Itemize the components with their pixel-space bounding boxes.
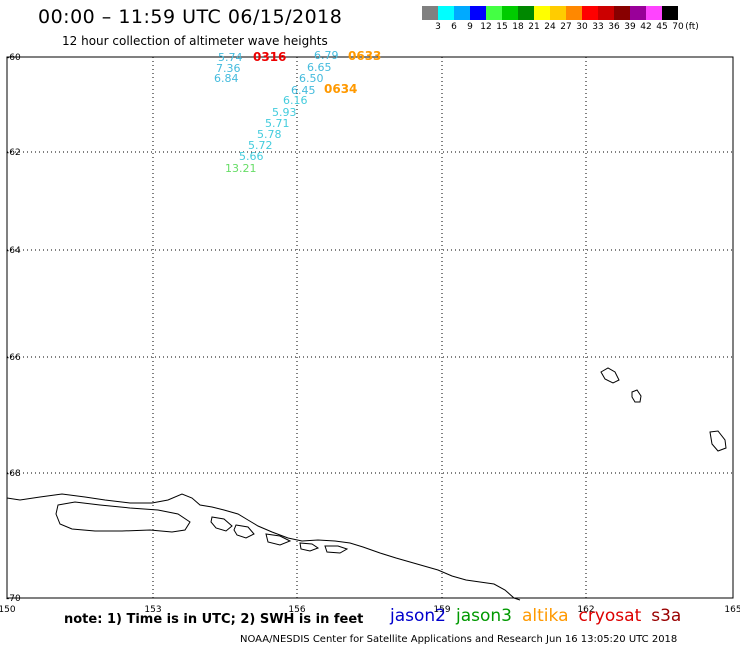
coastline (6, 367, 727, 601)
legend-label: 9 (467, 22, 473, 32)
latitude-label: -66 (6, 353, 21, 363)
wave-height-value: 5.78 (257, 128, 282, 141)
legend-label: 30 (576, 22, 588, 32)
legend-label: 15 (496, 22, 508, 32)
legend-swatch (662, 6, 678, 20)
legend-swatch (566, 6, 582, 20)
map-subtitle: 12 hour collection of altimeter wave hei… (62, 34, 328, 48)
legend-label: 36 (608, 22, 620, 32)
longitude-label: 162 (577, 605, 594, 615)
units-note: note: 1) Time is in UTC; 2) SWH is in fe… (64, 612, 364, 627)
altimeter-track: 5.74 6.79 7.36 6.65 6.84 6.506.456.165.935.71… (214, 49, 381, 175)
legend-swatch (614, 6, 630, 20)
color-legend: 3 6 9 12 15 18 21 24 27 30 33 36 39 42 45 70 (ft) (422, 6, 699, 34)
wave-height-value: 5.72 (248, 139, 273, 152)
wave-height-value: 13.21 (225, 162, 257, 175)
legend-unit: (ft) (685, 22, 699, 32)
longitude-label: 159 (433, 605, 450, 615)
legend-swatch (550, 6, 566, 20)
legend-swatch (582, 6, 598, 20)
legend-swatch (470, 6, 486, 20)
latitude-label: -64 (6, 246, 21, 256)
wave-height-value: 6.79 (314, 49, 339, 62)
pass-time-label: 0316 (253, 50, 286, 64)
wave-height-value: 5.74 (218, 51, 243, 64)
legend-label: 42 (640, 22, 652, 32)
legend-label: 39 (624, 22, 636, 32)
legend-label: 70 (672, 22, 684, 32)
latitude-label: -68 (6, 469, 21, 479)
longitude-label: 153 (144, 605, 161, 615)
satellite-s3a: s3a (651, 606, 682, 626)
satellite-altika: altika (522, 606, 569, 626)
legend-swatch (598, 6, 614, 20)
wave-height-value: 6.50 (299, 72, 324, 85)
coastal-ice-shelf (55, 501, 191, 533)
legend-swatch (518, 6, 534, 20)
legend-label: 3 (435, 22, 441, 32)
antarctic-coastline (6, 493, 521, 601)
legend-label: 18 (512, 22, 524, 32)
map-title: 00:00 – 11:59 UTC 06/15/2018 (38, 6, 343, 28)
longitude-label: 156 (288, 605, 305, 615)
legend-swatch (438, 6, 454, 20)
legend-swatches (422, 6, 678, 20)
wave-height-value: 6.16 (283, 94, 308, 107)
wave-height-value: 5.71 (265, 117, 290, 130)
credit-line: NOAA/NESDIS Center for Satellite Applica… (240, 634, 678, 645)
legend-swatch (454, 6, 470, 20)
legend-swatch (502, 6, 518, 20)
pass-time-label: 0634 (324, 82, 357, 96)
longitude-label: 150 (0, 605, 16, 615)
wave-height-value: 5.66 (239, 150, 264, 163)
wave-height-value: 6.45 (291, 84, 316, 97)
balleny-island-1 (600, 367, 620, 384)
legend-labels: 3 6 9 12 15 18 21 24 27 30 33 36 39 42 45 70 (ft) (422, 20, 699, 34)
latitude-label: -60 (6, 53, 21, 63)
legend-swatch (486, 6, 502, 20)
legend-label: 6 (451, 22, 457, 32)
coastal-island-2 (233, 524, 255, 539)
wave-height-value: 7.36 (216, 62, 241, 75)
satellite-jason3: jason3 (456, 606, 512, 626)
legend-swatch (630, 6, 646, 20)
legend-swatch (422, 6, 438, 20)
wave-height-value: 6.65 (307, 61, 332, 74)
longitude-label: 165 (724, 605, 740, 615)
wave-height-value: 6.84 (214, 72, 239, 85)
graticule (6, 56, 734, 599)
legend-label: 27 (560, 22, 572, 32)
latitude-label: -70 (6, 594, 21, 604)
legend-label: 33 (592, 22, 604, 32)
axis-labels: 150 153 156 159 162 165 -60 -62 -64 -66 -68 -70 (0, 53, 740, 615)
coastal-island-1 (210, 516, 233, 532)
satellite-key: jason2 jason3 altika cryosat s3a (390, 606, 691, 626)
latitude-label: -62 (6, 148, 21, 158)
legend-label: 24 (544, 22, 556, 32)
wave-height-value: 5.93 (272, 106, 297, 119)
legend-label: 21 (528, 22, 540, 32)
coastal-island-3 (265, 533, 292, 546)
legend-label: 12 (480, 22, 492, 32)
coastal-island-5 (324, 545, 349, 554)
balleny-island-3 (709, 430, 727, 452)
map-frame (6, 56, 734, 599)
pass-time-label: 0633 (348, 49, 381, 63)
legend-swatch (646, 6, 662, 20)
legend-label: 45 (656, 22, 668, 32)
satellite-jason2: jason2 (390, 606, 446, 626)
coastal-island-4 (299, 542, 320, 552)
legend-swatch (534, 6, 550, 20)
satellite-cryosat: cryosat (578, 606, 642, 626)
balleny-island-2 (631, 389, 642, 403)
